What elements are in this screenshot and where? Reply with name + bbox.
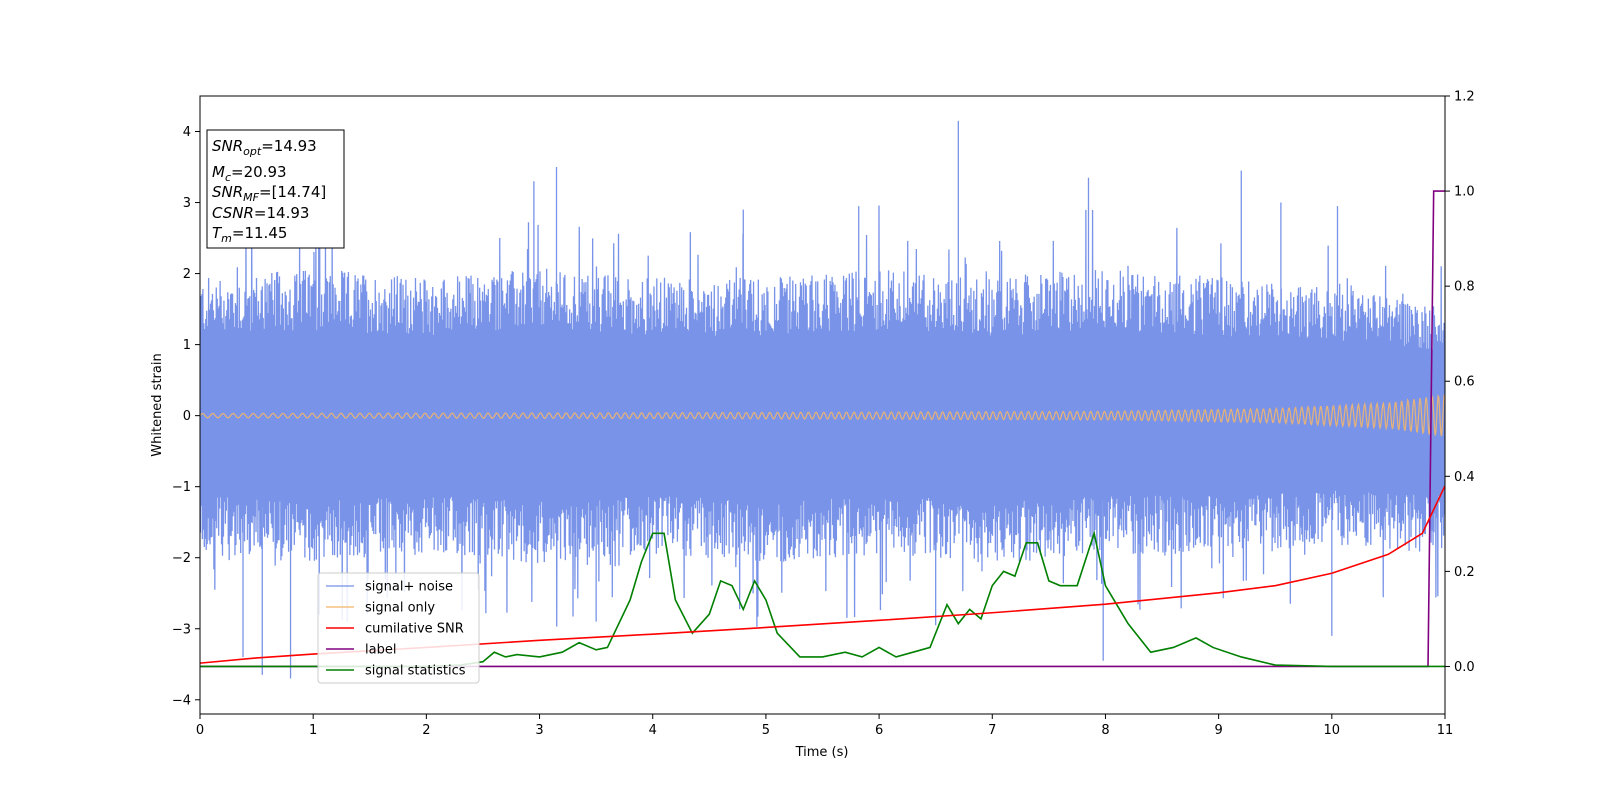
x-tick-label: 7 (988, 723, 996, 738)
legend-label: label (365, 643, 396, 658)
annotation-line: Mc=20.93 (212, 163, 287, 184)
series-signal-noise (200, 120, 1445, 679)
y2-tick-label: 0.2 (1454, 565, 1475, 580)
x-tick-label: 6 (875, 723, 883, 738)
x-tick-label: 2 (422, 723, 430, 738)
y2-tick-label: 0.8 (1454, 280, 1475, 295)
y2-tick-label: 1.2 (1454, 90, 1475, 105)
y-tick-label: −4 (172, 693, 191, 708)
x-axis-label: Time (s) (795, 745, 849, 760)
y-tick-label: 1 (183, 338, 191, 353)
y-tick-label: 3 (183, 196, 191, 211)
legend-label: signal only (365, 601, 435, 616)
x-tick-label: 10 (1324, 723, 1341, 738)
legend-label: signal statistics (365, 664, 466, 679)
plot-frame (199, 95, 1446, 715)
y-axis-right: 0.0 0.2 0.4 0.6 0.8 1.0 1.2 (1445, 90, 1475, 675)
x-tick-label: 4 (649, 723, 657, 738)
y-tick-label: 2 (183, 267, 191, 282)
x-tick-label: 3 (535, 723, 543, 738)
y2-tick-label: 0.0 (1454, 660, 1475, 675)
annotation-line: CSNR=14.93 (212, 204, 309, 222)
y-tick-label: −2 (172, 551, 191, 566)
legend-label: signal+ noise (365, 580, 453, 595)
y2-tick-label: 0.4 (1454, 470, 1475, 485)
annotation-line: SNRopt=14.93 (212, 137, 317, 158)
x-tick-label: 5 (762, 723, 770, 738)
y2-tick-label: 0.6 (1454, 375, 1475, 390)
series-signal-statistics (200, 530, 1445, 668)
y-tick-label: 0 (183, 409, 191, 424)
annotation-line: Tm=11.45 (212, 224, 287, 245)
x-tick-label: 8 (1101, 723, 1109, 738)
x-axis: 0 1 2 3 4 5 6 7 8 9 10 11 (196, 714, 1453, 738)
x-tick-label: 1 (309, 723, 317, 738)
series-layer (200, 120, 1445, 679)
y-tick-label: −1 (172, 480, 191, 495)
legend-label: cumilative SNR (365, 622, 464, 637)
y-axis-label: Whitened strain (150, 353, 165, 456)
y-tick-label: 4 (183, 125, 191, 140)
series-signal-only (200, 393, 1445, 437)
x-tick-label: 9 (1214, 723, 1222, 738)
series-label (200, 190, 1445, 668)
y-tick-label: −3 (172, 622, 191, 637)
annotation-line: SNRMF=[14.74] (212, 183, 326, 204)
legend: signal+ noise signal only cumilative SNR la… (317, 572, 480, 684)
annotation-box: SNRopt=14.93 Mc=20.93SNRMF=[14.74]CSNR=14… (206, 129, 345, 249)
x-tick-label: 11 (1437, 723, 1454, 738)
y2-tick-label: 1.0 (1454, 185, 1475, 200)
x-tick-label: 0 (196, 723, 204, 738)
y-axis-left: −4 −3 −2 −1 0 1 2 3 4 (172, 125, 200, 708)
